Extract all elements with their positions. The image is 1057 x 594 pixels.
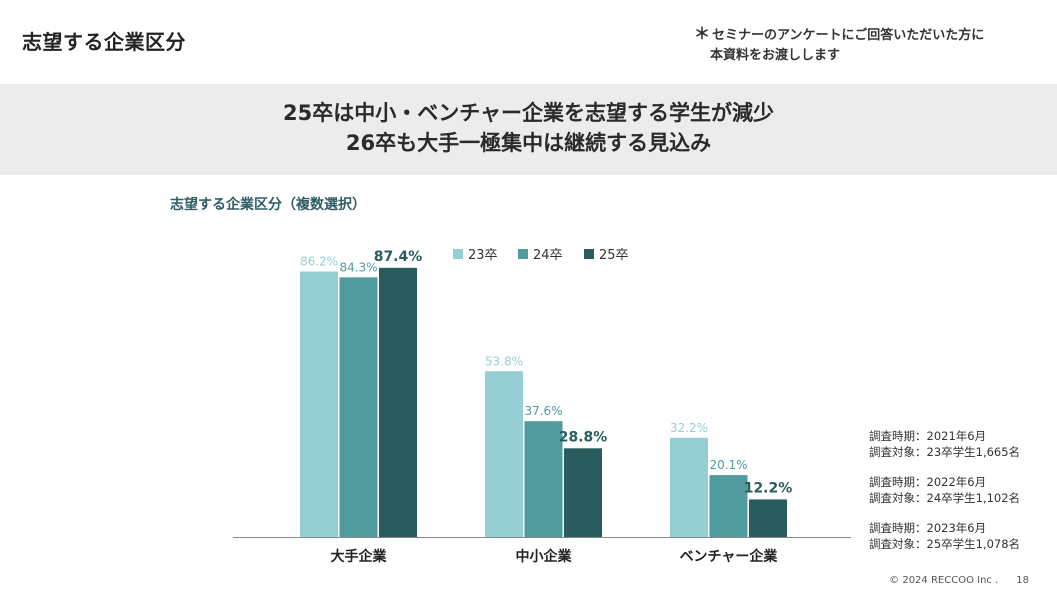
legend-swatch	[518, 249, 528, 259]
legend-label: 24卒	[533, 248, 563, 263]
survey-target: 調査対象：24卒学生1,102名	[869, 491, 1021, 505]
bar	[524, 421, 563, 537]
bar	[485, 371, 523, 537]
bar	[670, 437, 708, 537]
survey-period: 調査時期：2023年6月	[869, 521, 987, 535]
bar	[379, 267, 417, 537]
bar	[300, 271, 338, 537]
survey-note-group: 調査時期：2022年6月 調査対象：24卒学生1,102名	[869, 474, 1020, 506]
asterisk-icon: ＊	[694, 24, 711, 43]
data-label: 32.2%	[670, 421, 708, 435]
survey-target: 調査対象：23卒学生1,665名	[869, 445, 1021, 459]
legend-label: 23卒	[468, 248, 498, 263]
data-label: 12.2%	[744, 480, 793, 496]
bar	[339, 277, 378, 537]
category-label: ベンチャー企業	[680, 548, 779, 565]
survey-target: 調査対象：25卒学生1,078名	[869, 537, 1021, 551]
data-label: 87.4%	[374, 249, 423, 265]
headline-line-1: 25卒は中小・ベンチャー企業を志望する学生が減少	[282, 101, 774, 125]
survey-note-group: 調査時期：2021年6月 調査対象：23卒学生1,665名	[869, 428, 1020, 460]
bar	[564, 448, 602, 537]
data-label: 20.1%	[709, 458, 747, 472]
data-label: 53.8%	[485, 354, 523, 368]
category-label: 大手企業	[331, 548, 388, 565]
data-label: 28.8%	[559, 429, 608, 445]
survey-period: 調査時期：2021年6月	[869, 429, 987, 443]
data-label: 37.6%	[524, 404, 562, 418]
headline-band: 25卒は中小・ベンチャー企業を志望する学生が減少 26卒も大手一極集中は継続する…	[0, 84, 1057, 175]
data-label: 86.2%	[300, 255, 338, 269]
copyright: © 2024 RECCOO Inc .	[889, 575, 999, 586]
handout-note-line-1: ＊セミナーのアンケートにご回答いただいた方に	[694, 24, 985, 43]
bar	[709, 475, 748, 537]
legend-swatch	[453, 249, 463, 259]
footer: © 2024 RECCOO Inc . 18	[889, 575, 1029, 586]
survey-note-group: 調査時期：2023年6月 調査対象：25卒学生1,078名	[869, 520, 1020, 552]
data-label: 84.3%	[339, 260, 377, 274]
bar	[749, 499, 787, 537]
category-label: 中小企業	[516, 548, 573, 565]
headline-line-2: 26卒も大手一極集中は継続する見込み	[345, 131, 712, 155]
survey-period: 調査時期：2022年6月	[869, 475, 987, 489]
legend-swatch	[584, 249, 594, 259]
handout-note: ＊セミナーのアンケートにご回答いただいた方に 本資料をお渡しします	[694, 24, 1050, 66]
page-number: 18	[1016, 575, 1029, 586]
chart-title: 志望する企業区分（複数選択）	[170, 197, 366, 213]
handout-note-line-2: 本資料をお渡しします	[710, 48, 841, 63]
page-title: 志望する企業区分	[22, 30, 186, 54]
survey-notes: 調査時期：2021年6月 調査対象：23卒学生1,665名 調査時期：2022年…	[869, 428, 1020, 566]
legend-label: 25卒	[599, 248, 629, 263]
